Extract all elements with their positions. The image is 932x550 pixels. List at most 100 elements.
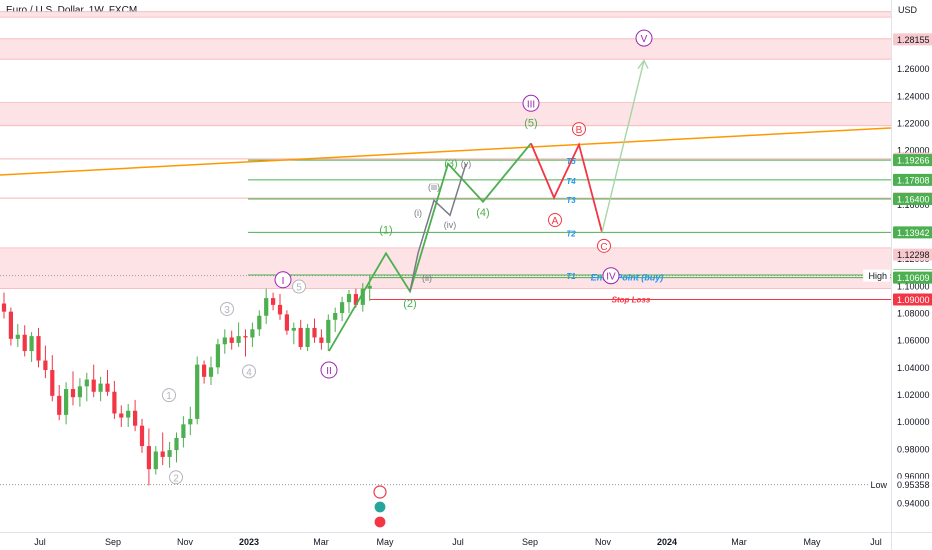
candle-body: [174, 437, 179, 451]
candle-body: [84, 379, 89, 387]
trendline: [0, 127, 892, 176]
x-tick-label: 2024: [657, 537, 677, 547]
price-label: 1.19266: [893, 154, 932, 167]
wave-label: (2): [403, 298, 416, 310]
candle-body: [353, 294, 358, 305]
candle-body: [57, 395, 62, 415]
candle-body: [43, 360, 48, 371]
candle-body: [250, 329, 255, 338]
candle-body: [112, 391, 117, 414]
x-tick-label: 2023: [239, 537, 259, 547]
candle-body: [188, 418, 193, 425]
wave-circle-label: IV: [606, 272, 616, 283]
wave-label: (3): [444, 158, 457, 170]
wave-label: (ii): [422, 273, 432, 283]
price-label-bg: [893, 248, 932, 261]
candle-body: [229, 337, 234, 343]
price-label-value: 1.19266: [897, 156, 930, 166]
wave-label: (4): [476, 207, 489, 219]
candle-body: [160, 451, 165, 457]
price-label-bg: [893, 478, 932, 491]
price-label-bg: [893, 154, 932, 167]
wave-circle: [292, 279, 306, 294]
wave-label: (5): [524, 117, 537, 129]
y-tick-label: 0.94000: [897, 499, 930, 509]
candle-body: [167, 450, 172, 457]
candle-body: [50, 370, 55, 396]
candle-body: [153, 451, 158, 470]
y-tick-label: 0.98000: [897, 444, 930, 454]
price-label-bg: [893, 271, 932, 284]
wave-circle: [602, 267, 620, 285]
target-label: T4: [566, 177, 576, 186]
candle-body: [243, 336, 248, 338]
wave-circle: [242, 364, 256, 379]
price-label: 1.13942: [893, 226, 932, 239]
price-tag-bg: [863, 269, 890, 282]
zone-band: [0, 102, 891, 126]
target-label: T2: [566, 229, 576, 238]
candle-body: [22, 334, 27, 352]
wave-label: (i): [414, 208, 422, 218]
candle-body: [367, 285, 372, 289]
wave-circle: [572, 122, 586, 137]
candle-body: [1, 303, 7, 312]
price-label-value: 1.16400: [897, 194, 930, 204]
candle-body: [215, 344, 220, 368]
price-label-bg: [893, 293, 932, 306]
x-tick-label: May: [376, 537, 394, 547]
symbol-title: Euro / U.S. Dollar, 1W, FXCM: [6, 5, 138, 16]
y-tick-label: 1.04000: [897, 363, 930, 373]
candle-body: [208, 367, 214, 377]
price-label: Low 0.95358: [868, 478, 932, 491]
y-tick-label: 1.26000: [897, 64, 930, 74]
candle-body: [91, 379, 96, 392]
price-label: 1.17808: [893, 173, 932, 186]
target-label: T1: [566, 272, 576, 281]
wave-v-projection: [601, 60, 645, 233]
y-tick-label: 0.96000: [897, 471, 930, 481]
price-label-bg: [893, 226, 932, 239]
wave-circle: [635, 29, 653, 47]
wave-circle-label: B: [576, 125, 583, 136]
projection-arrowhead: [637, 59, 649, 69]
flags-icon: [373, 515, 387, 529]
candle-body: [360, 288, 365, 305]
target-label: T3: [566, 196, 576, 205]
candle-body: [277, 304, 283, 315]
x-tick-label: Mar: [313, 537, 329, 547]
candle-body: [105, 383, 110, 392]
price-label: 1.16400: [893, 192, 932, 205]
candle-body: [346, 294, 352, 303]
wave-circle-label: III: [527, 99, 535, 110]
price-label: 1.10609: [893, 271, 932, 284]
wave-label: (iv): [444, 220, 457, 230]
candle-body: [264, 298, 269, 316]
candle-body: [64, 389, 69, 415]
sub-wave-path: [409, 163, 467, 292]
candle-body: [126, 410, 131, 418]
wave-circle: [162, 388, 176, 403]
candle-body: [298, 327, 303, 347]
entry-label: Entry Point (buy): [591, 273, 664, 283]
candle-body: [236, 336, 241, 343]
price-label-bg: [893, 173, 932, 186]
wave-circle-label: 3: [224, 305, 230, 316]
y-tick-label: 1.06000: [897, 336, 930, 346]
zone-band: [0, 247, 891, 289]
price-label-bg: [893, 33, 932, 46]
candle-body: [291, 327, 296, 331]
candle-body: [312, 327, 317, 338]
candle-body: [15, 334, 20, 339]
wave-circle: [320, 361, 338, 379]
wave-label: (v): [461, 159, 472, 169]
x-tick-label: Nov: [595, 537, 612, 547]
impulse-wave-path: [328, 142, 532, 352]
price-label-value: 1.12298: [897, 250, 930, 260]
candle-body: [326, 319, 331, 343]
candle-body: [36, 336, 41, 361]
candle-body: [8, 311, 13, 339]
y-tick-label: 1.08000: [897, 309, 930, 319]
x-tick-label: Jul: [34, 537, 46, 547]
